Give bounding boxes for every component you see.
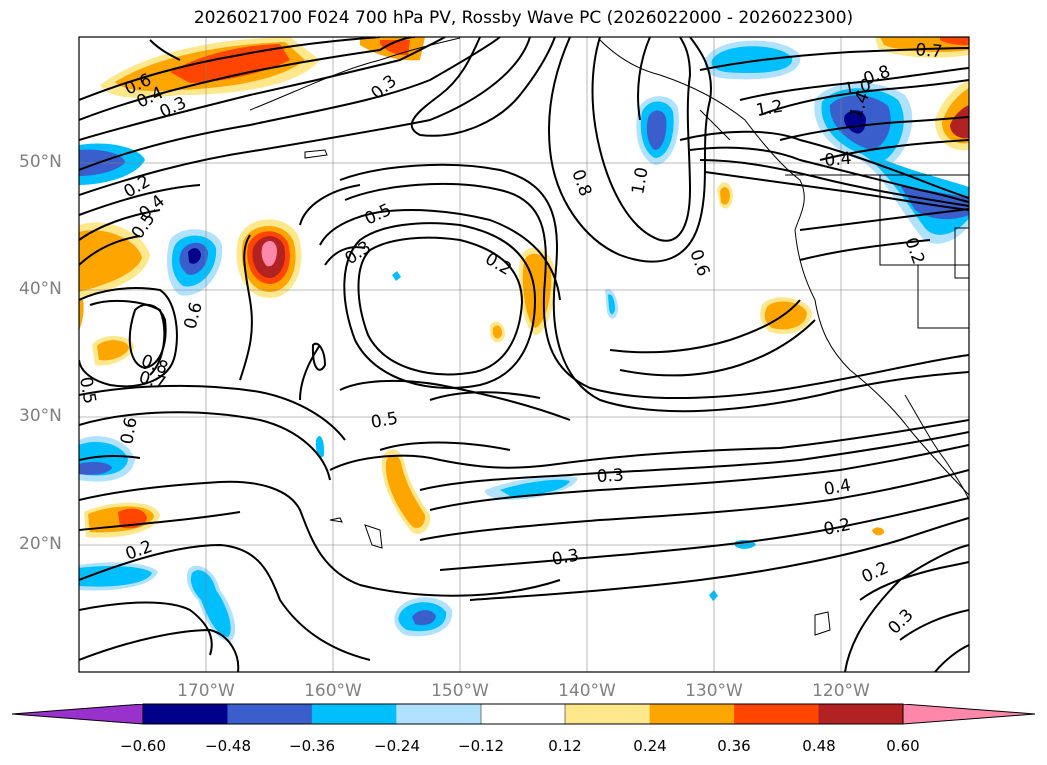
contour-label: 0.4 xyxy=(824,149,853,171)
contour-label: 1.0 xyxy=(628,166,652,196)
colorbar-tick: 0.60 xyxy=(886,737,920,755)
colorbar-cell xyxy=(311,704,397,724)
colorbar-cell xyxy=(480,704,566,724)
colorbar-cell xyxy=(396,704,482,724)
contour-label: 0.5 xyxy=(369,409,399,433)
map-panel: 0.6 0.4 0.3 0.2 0.4 0.5 0.8 0.7 0.5 0.6 … xyxy=(75,36,970,673)
contour-label: 0.4 xyxy=(822,476,852,500)
colorbar-tick: 0.24 xyxy=(633,737,667,755)
colorbar-cell xyxy=(227,704,313,724)
lon-label: 120°W xyxy=(812,681,870,701)
colorbar xyxy=(11,703,1036,725)
colorbar-tick: −0.24 xyxy=(374,737,420,755)
colorbar-cell xyxy=(565,704,651,724)
contour-label: 0.6 xyxy=(117,416,141,446)
contour-label: 1.0 xyxy=(842,76,872,100)
colorbar-extension-low xyxy=(12,704,143,724)
map-background xyxy=(79,37,969,672)
contour-label: 0.5 xyxy=(75,375,99,405)
lon-label: 160°W xyxy=(304,681,362,701)
map-frame xyxy=(78,36,970,673)
colorbar-extension-high xyxy=(903,704,1035,724)
lon-label: 170°W xyxy=(177,681,235,701)
chart-title: 2026021700 F024 700 hPa PV, Rossby Wave … xyxy=(193,8,854,28)
lon-label: 130°W xyxy=(685,681,743,701)
coastlines xyxy=(249,37,969,636)
lon-label: 140°W xyxy=(558,681,616,701)
contour-label: 0.3 xyxy=(596,466,624,487)
colorbar-tick: −0.12 xyxy=(458,737,504,755)
colorbar-cell xyxy=(734,704,820,724)
colorbar-tick: −0.48 xyxy=(205,737,251,755)
colorbar-cell xyxy=(143,704,228,724)
lat-label: 30°N xyxy=(19,406,62,426)
colorbar-tick: −0.60 xyxy=(120,737,166,755)
lon-label: 150°W xyxy=(431,681,489,701)
contour-label: 1.2 xyxy=(754,97,784,121)
colorbar-outline xyxy=(11,703,1036,725)
lat-label: 20°N xyxy=(19,534,62,554)
colorbar-tick: 0.12 xyxy=(548,737,582,755)
colorbar-cell xyxy=(818,704,904,724)
colorbar-tick: 0.48 xyxy=(802,737,836,755)
colorbar-tick: 0.36 xyxy=(717,737,751,755)
lat-label: 40°N xyxy=(19,279,62,299)
colorbar-cell xyxy=(649,704,735,724)
contour-label: 0.3 xyxy=(550,546,580,570)
lat-label: 50°N xyxy=(19,152,62,172)
contour-label: 0.7 xyxy=(915,40,944,62)
gridlines xyxy=(79,37,969,672)
pv-contours xyxy=(79,37,969,672)
colorbar-tick: −0.36 xyxy=(289,737,335,755)
